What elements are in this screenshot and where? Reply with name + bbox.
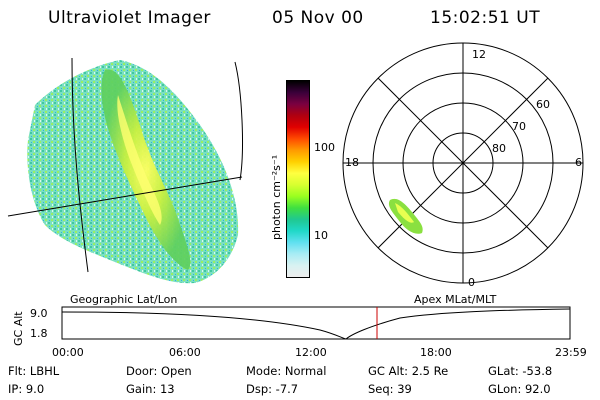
timeline-xtick-0600: 06:00 (169, 346, 201, 359)
polar-caption: Apex MLat/MLT (414, 293, 497, 306)
mlt-label-6: 6 (575, 156, 582, 169)
status-flt: Flt: LBHL (8, 364, 60, 378)
geographic-caption: Geographic Lat/Lon (70, 293, 178, 306)
status-gc-alt: GC Alt: 2.5 Re (368, 364, 449, 378)
colorbar-tick-10: 10 (314, 229, 328, 242)
colorbar-tick-100: 100 (314, 141, 335, 154)
lat-label-60: 60 (536, 98, 550, 111)
lat-label-80: 80 (492, 142, 506, 155)
timeline-xtick-1800: 18:00 (420, 346, 452, 359)
grid-line (234, 61, 243, 181)
lat-label-70: 70 (512, 120, 526, 133)
mlt-label-0: 0 (468, 276, 475, 289)
timeline-xtick-2359: 23:59 (555, 346, 587, 359)
time-label: 15:02:51 UT (430, 8, 541, 28)
mlt-label-18: 18 (345, 156, 359, 169)
grid-line (7, 176, 243, 217)
status-seq: Seq: 39 (368, 382, 412, 396)
timeline-ytick-high: 9.0 (30, 307, 48, 320)
status-glon: GLon: 92.0 (488, 382, 551, 396)
status-mode: Mode: Normal (246, 364, 327, 378)
timeline-xtick-1200: 12:00 (295, 346, 327, 359)
mlt-label-12: 12 (472, 48, 486, 61)
colorbar (286, 80, 310, 278)
status-dsp: Dsp: -7.7 (246, 382, 299, 396)
status-ip: IP: 9.0 (8, 382, 45, 396)
date-label: 05 Nov 00 (272, 8, 364, 28)
timeline-xtick-0000: 00:00 (52, 346, 84, 359)
grid-line (71, 57, 89, 273)
status-door: Door: Open (126, 364, 192, 378)
timeline-ytick-low: 1.8 (30, 327, 48, 340)
status-gain: Gain: 13 (126, 382, 175, 396)
status-glat: GLat: -53.8 (488, 364, 553, 378)
instrument-title: Ultraviolet Imager (48, 8, 211, 28)
